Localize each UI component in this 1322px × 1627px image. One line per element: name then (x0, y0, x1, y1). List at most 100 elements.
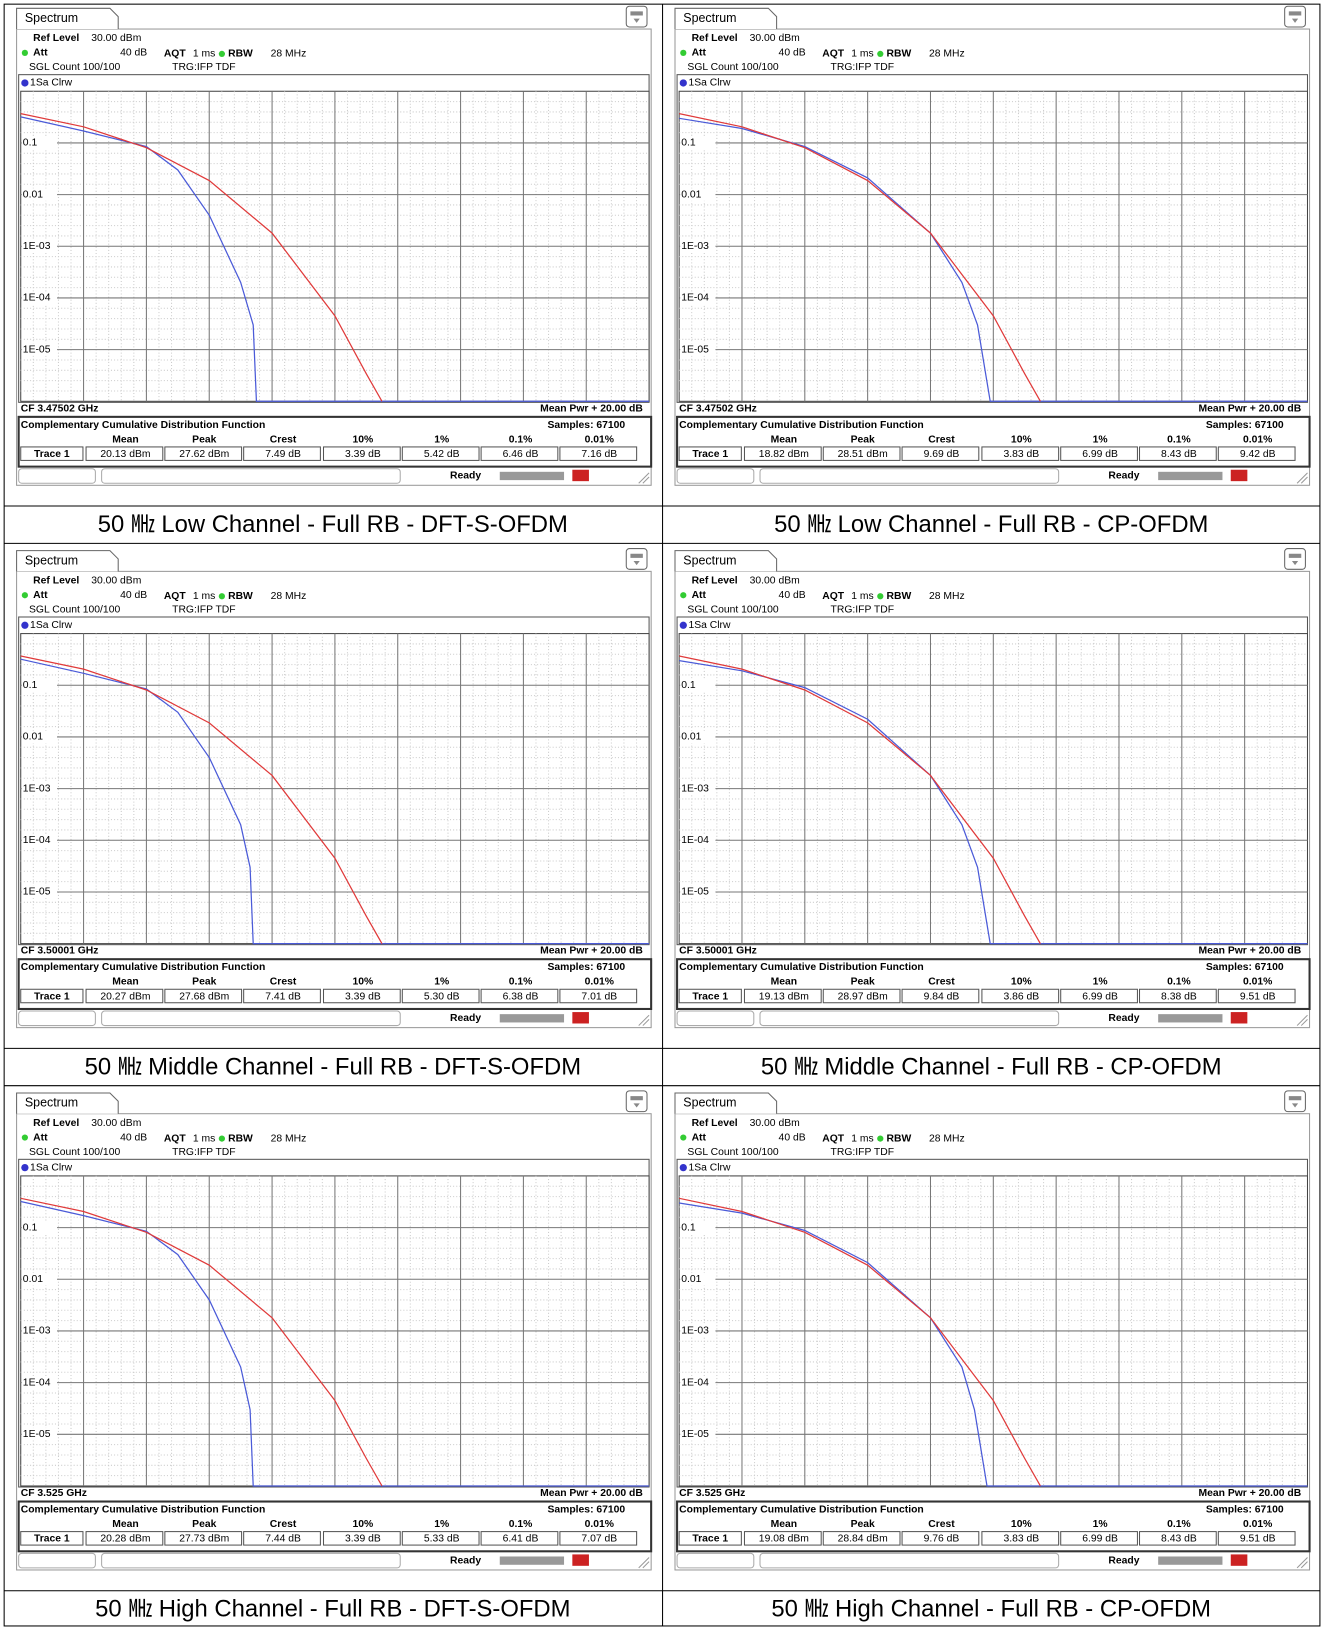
ccdf-header: 0.01% (585, 977, 614, 988)
progress-bar (1158, 1014, 1223, 1023)
att-label: Att (692, 48, 707, 59)
trace-dot (679, 1163, 687, 1172)
ccdf-cell (559, 446, 638, 461)
ccdf-value: 7.44 dB (265, 1534, 301, 1545)
tick-label-bg (21, 834, 58, 847)
caption: 50 ㎒ Low Channel - Full RB - DFT-S-OFDM (98, 511, 568, 538)
ccdf-title: Complementary Cumulative Distribution Fu… (679, 962, 924, 973)
status: Ready (1108, 471, 1139, 482)
ccdf-value: 3.83 dB (1003, 449, 1039, 460)
ccdf-header: Crest (928, 1519, 955, 1530)
aqt: 1 ms (851, 591, 873, 602)
ccdf-header: Peak (192, 434, 216, 445)
att: 40 dB (779, 590, 806, 601)
aqt: 1 ms (193, 591, 215, 602)
menu-icon (1284, 5, 1306, 28)
caption: 50 ㎒ Middle Channel - Full RB - DFT-S-OF… (85, 1053, 582, 1080)
trace-dot (21, 621, 29, 629)
tab-label: Spectrum (25, 11, 78, 25)
ccdf-cell (164, 1531, 243, 1546)
ccdf-header: 0.1% (1167, 977, 1191, 988)
ccdf-header: 0.01% (1243, 977, 1272, 988)
ref-level-label: Ref Level (33, 1118, 79, 1129)
center-frequency: CF 3.50001 GHz (21, 946, 99, 957)
tab-label: Spectrum (683, 553, 736, 567)
ccdf-value: 28.84 dBm (838, 1534, 888, 1545)
ref-level: 30.00 dBm (91, 1118, 141, 1129)
sgl-count: SGL Count 100/100 (687, 604, 778, 615)
y-tick-label: 1E-04 (681, 835, 709, 846)
aqt-label: AQT (822, 591, 845, 602)
ccdf-header: Mean (112, 1519, 138, 1530)
center-frequency: CF 3.47502 GHz (21, 403, 99, 414)
ref-level: 30.00 dBm (750, 33, 800, 44)
ccdf-cell (1217, 1531, 1296, 1546)
trace-dot (21, 1163, 29, 1172)
ccdf-header: 10% (353, 434, 374, 445)
aqt: 1 ms (193, 1133, 215, 1144)
ccdf-value: 6.38 dB (503, 991, 539, 1002)
ccdf-value: 9.84 dB (924, 991, 960, 1002)
analyzer-screenshot: Spectrum Ref Level 30.00 dBm Att 40 dB AQT 1 m… (16, 548, 653, 1029)
trace-label: 1Sa Clrw (30, 620, 73, 631)
ref-level-label: Ref Level (692, 575, 738, 586)
tick-label-bg (21, 679, 58, 692)
ccdf-cell (981, 988, 1060, 1004)
ccdf-cell (243, 446, 321, 461)
analyzer-screenshot: Spectrum Ref Level 30.00 dBm Att 40 dB AQT 1 m… (16, 5, 653, 486)
ccdf-header: 0.01% (585, 434, 614, 445)
trace-line (20, 116, 650, 402)
ccdf-box (676, 1500, 1311, 1553)
ccdf-value: 18.82 dBm (759, 449, 809, 460)
tick-label-bg (21, 188, 58, 201)
sgl-count: SGL Count 100/100 (29, 604, 120, 615)
trace-label: 1Sa Clrw (688, 620, 731, 631)
tick-label-bg (680, 1221, 716, 1234)
ccdf-header: 0.1% (509, 977, 533, 988)
ref-level: 30.00 dBm (91, 575, 141, 586)
menu-icon (1284, 1090, 1306, 1113)
ccdf-header: Peak (192, 1519, 216, 1530)
analyzer-screenshot: Spectrum Ref Level 30.00 dBm Att 40 dB AQT 1 m… (16, 1090, 653, 1571)
caption: 50 ㎒ High Channel - Full RB - CP-OFDM (771, 1596, 1211, 1623)
aqt: 1 ms (851, 1133, 873, 1144)
ccdf-value: 28.97 dBm (838, 991, 888, 1002)
samples: Samples: 67100 (547, 962, 625, 973)
resize-grip (638, 1557, 650, 1569)
ccdf-row-label: Trace 1 (34, 449, 70, 460)
y-tick-label: 1E-04 (23, 1377, 51, 1388)
ccdf-title: Complementary Cumulative Distribution Fu… (21, 1505, 266, 1516)
trace-label: 1Sa Clrw (30, 1162, 73, 1173)
sgl-count: SGL Count 100/100 (29, 1147, 120, 1158)
att: 40 dB (120, 48, 147, 59)
ccdf-value: 8.43 dB (1161, 1534, 1197, 1545)
menu-icon-glyph (1288, 11, 1302, 23)
ccdf-cell (164, 446, 243, 461)
status-dot (21, 1134, 28, 1141)
analyzer-screenshot: Spectrum Ref Level 30.00 dBm Att 40 dB AQT 1 m… (674, 1090, 1311, 1571)
ccdf-value: 7.07 dB (581, 1534, 617, 1545)
ccdf-header: Crest (270, 434, 297, 445)
trace-line (679, 655, 1041, 944)
status-icon (572, 1012, 589, 1024)
resize-grip (638, 1014, 650, 1026)
ccdf-value: 19.08 dBm (759, 1534, 809, 1545)
mean-power: Mean Pwr + 20.00 dB (1198, 1488, 1301, 1499)
tick-label-bg (680, 240, 716, 253)
ccdf-cell (322, 446, 401, 461)
aqt: 1 ms (851, 49, 873, 60)
ccdf-value: 7.01 dB (581, 991, 617, 1002)
mean-power: Mean Pwr + 20.00 dB (540, 403, 643, 414)
ccdf-header: 1% (1093, 1519, 1108, 1530)
status-icon (572, 469, 589, 482)
ccdf-header: 1% (1093, 977, 1108, 988)
ccdf-cell (480, 988, 559, 1004)
aqt: 1 ms (193, 49, 215, 60)
tab (16, 550, 119, 572)
tick-label-bg (680, 291, 716, 305)
y-tick-label: 0.01 (23, 189, 43, 200)
ccdf-cell (20, 1531, 84, 1546)
ccdf-box (676, 415, 1311, 468)
ccdf-value: 20.27 dBm (100, 991, 150, 1002)
y-tick-label: 1E-04 (681, 293, 709, 304)
